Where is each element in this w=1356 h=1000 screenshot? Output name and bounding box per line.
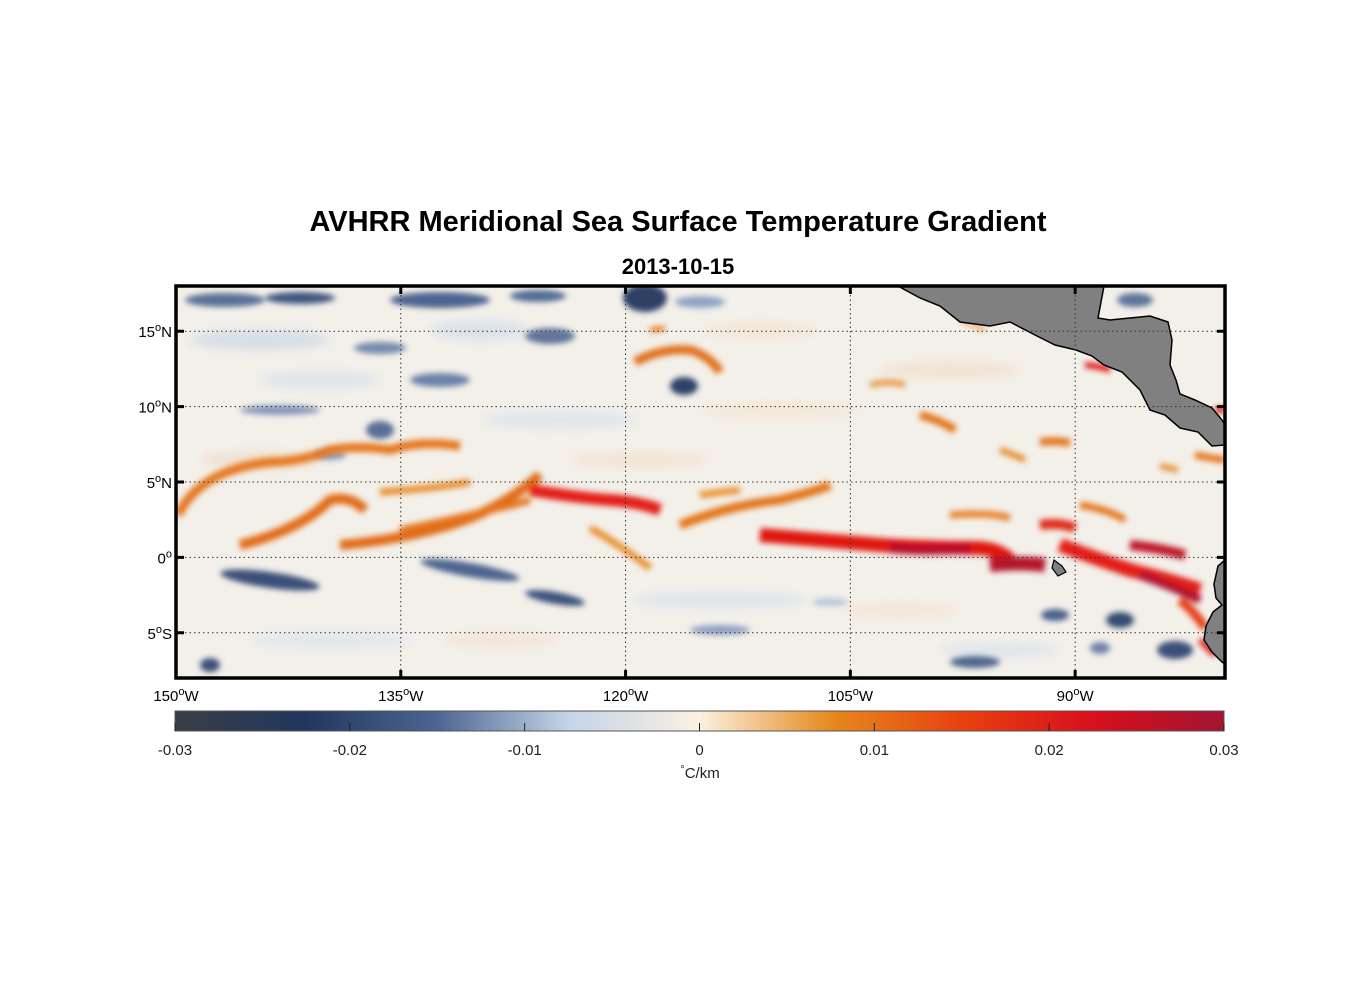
colorbar-tick-label: -0.02 — [333, 742, 367, 759]
land-central-america — [897, 286, 1225, 447]
colorbar-tick-label: 0.01 — [860, 742, 889, 759]
lon-tick-label: 120oW — [603, 686, 649, 705]
lat-tick-label: 10oN — [138, 398, 172, 417]
colorbar-tick-label: -0.01 — [508, 742, 542, 759]
longitude-labels: 150oW 135oW 120oW 105oW 90oW — [153, 686, 1094, 705]
land-galapagos — [1051, 558, 1067, 577]
land-south-america — [1203, 559, 1225, 665]
sst-gradient-field — [176, 286, 1225, 678]
colorbar-tick-label: 0 — [695, 742, 703, 759]
colorbar-tick-label: -0.03 — [158, 742, 192, 759]
chart-subtitle: 2013-10-15 — [621, 254, 735, 279]
map-ticks — [174, 286, 1225, 678]
lat-tick-label: 5oS — [148, 624, 172, 643]
lon-tick-label: 150oW — [153, 686, 199, 705]
colorbar-tick-label: 0.02 — [1035, 742, 1064, 759]
chart-title: AVHRR Meridional Sea Surface Temperature… — [309, 206, 1047, 238]
graticule — [176, 286, 1225, 678]
lon-tick-label: 90oW — [1057, 686, 1095, 705]
lon-tick-label: 105oW — [828, 686, 874, 705]
lon-tick-label: 135oW — [378, 686, 424, 705]
lat-tick-label: 0o — [158, 548, 172, 567]
lat-tick-label: 5oN — [147, 473, 172, 492]
field-texture — [190, 320, 1060, 658]
colorbar-unit-label: °C/km — [680, 764, 719, 782]
colorbar-tick-label: 0.03 — [1209, 742, 1238, 759]
colorbar-tick-labels: -0.03 -0.02 -0.01 0 0.01 0.02 0.03 — [158, 742, 1239, 759]
latitude-labels: 15oN 10oN 5oN 0o 5oS — [138, 322, 172, 643]
colorbar-ticks — [174, 723, 1225, 731]
positive-gradient-features — [176, 317, 1225, 658]
lat-tick-label: 15oN — [138, 322, 172, 341]
